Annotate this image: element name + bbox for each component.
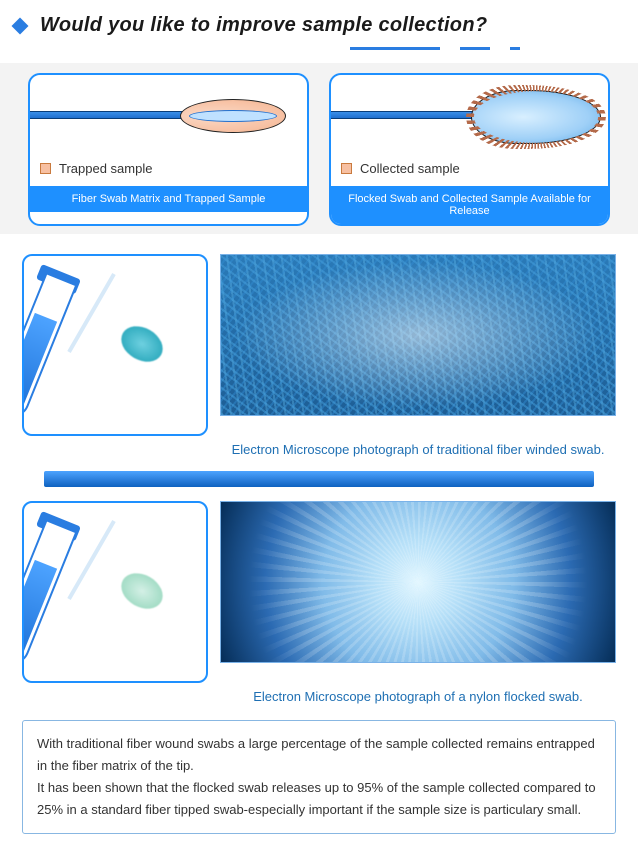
fiber-swab-panel: Trapped sample Fiber Swab Matrix and Tra… <box>28 73 309 226</box>
flock-microscope-caption: Electron Microscope photograph of a nylo… <box>220 689 616 704</box>
fiber-panel-caption: Fiber Swab Matrix and Trapped Sample <box>30 186 307 212</box>
fiber-legend: Trapped sample <box>30 155 307 186</box>
page-title: Would you like to improve sample collect… <box>40 14 487 37</box>
fiber-swab-illustration <box>30 75 307 155</box>
page-heading-row: Would you like to improve sample collect… <box>0 0 638 47</box>
swab-comparison-row: Trapped sample Fiber Swab Matrix and Tra… <box>0 63 638 234</box>
fiber-microscope-row <box>22 254 616 436</box>
fiber-tube-thumbnail <box>22 254 208 436</box>
fiber-microscope-image <box>220 254 616 416</box>
flock-microscope-image <box>220 501 616 663</box>
diamond-bullet-icon <box>12 17 29 34</box>
heading-underline <box>350 47 638 55</box>
legend-color-box-icon <box>40 163 51 174</box>
flocked-panel-caption: Flocked Swab and Collected Sample Availa… <box>331 186 608 224</box>
flocked-swab-panel: Collected sample Flocked Swab and Collec… <box>329 73 610 226</box>
flocked-legend: Collected sample <box>331 155 608 186</box>
fiber-microscope-caption: Electron Microscope photograph of tradit… <box>220 442 616 457</box>
flocked-swab-illustration <box>331 75 608 155</box>
explanation-text: With traditional fiber wound swabs a lar… <box>37 736 596 817</box>
section-divider <box>44 471 594 487</box>
explanation-text-box: With traditional fiber wound swabs a lar… <box>22 720 616 834</box>
microscope-section: Electron Microscope photograph of tradit… <box>0 234 638 704</box>
flock-microscope-row <box>22 501 616 683</box>
flocked-legend-label: Collected sample <box>360 161 460 176</box>
flock-tube-thumbnail <box>22 501 208 683</box>
legend-color-box-icon <box>341 163 352 174</box>
fiber-legend-label: Trapped sample <box>59 161 152 176</box>
